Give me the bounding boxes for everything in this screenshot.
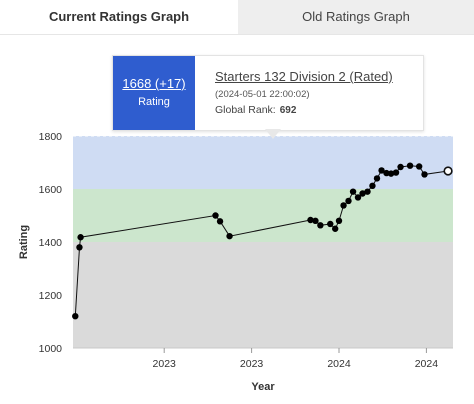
tab-current-ratings-graph[interactable]: Current Ratings Graph	[0, 0, 238, 34]
y-axis-ticks: 1000 1200 1400 1600 1800	[39, 131, 63, 355]
y-tick-label: 1000	[39, 343, 63, 355]
rating-band-0	[73, 136, 453, 189]
rating-point	[349, 188, 357, 195]
rating-point	[307, 216, 314, 224]
tooltip-global-rank: Global Rank: 692	[215, 104, 393, 116]
rating-point	[77, 234, 84, 241]
rating-point	[327, 220, 334, 228]
rating-band-2	[73, 242, 453, 348]
tooltip-rating-value[interactable]: 1668 (+17)	[122, 76, 186, 91]
x-tick-label: 2024	[415, 358, 439, 370]
y-tick-label: 1800	[39, 131, 63, 143]
rating-point	[335, 217, 343, 224]
rating-point	[392, 169, 400, 176]
rating-point	[397, 163, 404, 171]
rating-point	[317, 222, 324, 229]
rating-point	[415, 163, 423, 170]
rating-point	[332, 225, 339, 232]
rating-point	[406, 162, 414, 169]
y-tick-label: 1600	[39, 184, 63, 196]
y-tick-label: 1400	[39, 237, 63, 249]
tooltip-arrow	[265, 129, 281, 139]
rating-point	[216, 218, 224, 225]
rating-point	[373, 175, 381, 182]
y-axis-title: Rating	[18, 225, 30, 259]
rating-band-1	[73, 189, 453, 242]
tooltip-rank-label: Global Rank:	[215, 104, 276, 116]
tooltip-date: (2024-05-01 22:00:02)	[215, 89, 310, 100]
rating-point	[312, 217, 319, 224]
rating-series	[72, 162, 453, 320]
rating-point	[378, 167, 385, 174]
rating-point	[387, 170, 395, 177]
rating-point	[72, 313, 79, 320]
x-tick-label: 2023	[240, 358, 264, 370]
graph-tabs: Current Ratings Graph Old Ratings Graph	[0, 0, 474, 35]
tooltip-info: Starters 132 Division 2 (Rated) (2024-05…	[215, 69, 393, 116]
tab-old-ratings-graph[interactable]: Old Ratings Graph	[238, 0, 474, 34]
tooltip-contest-link[interactable]: Starters 132 Division 2 (Rated)	[215, 69, 393, 84]
rating-point	[369, 182, 376, 190]
tab-divider	[0, 34, 474, 35]
x-axis-title: Year	[251, 381, 275, 393]
rating-point	[359, 190, 366, 197]
x-tick-label: 2024	[327, 358, 351, 370]
rating-point	[345, 197, 352, 205]
x-axis-ticks: 2023 2023 2024 2024	[153, 348, 439, 370]
y-tick-label: 1200	[39, 290, 63, 302]
rating-bands	[73, 136, 453, 348]
tooltip-rank-value: 692	[279, 105, 297, 116]
contest-tooltip: 1668 (+17) Rating Starters 132 Division …	[112, 55, 424, 131]
tooltip-rating-label: Rating	[138, 96, 170, 108]
rating-point	[226, 232, 233, 240]
rating-point	[354, 194, 362, 201]
tooltip-rating-box: 1668 (+17) Rating	[113, 56, 195, 130]
rating-point	[364, 188, 371, 195]
rating-point-current	[443, 166, 453, 176]
rating-point	[76, 244, 83, 251]
rating-point	[421, 171, 428, 178]
rating-point	[212, 212, 219, 219]
x-tick-label: 2023	[153, 358, 177, 370]
rating-point	[340, 202, 347, 209]
